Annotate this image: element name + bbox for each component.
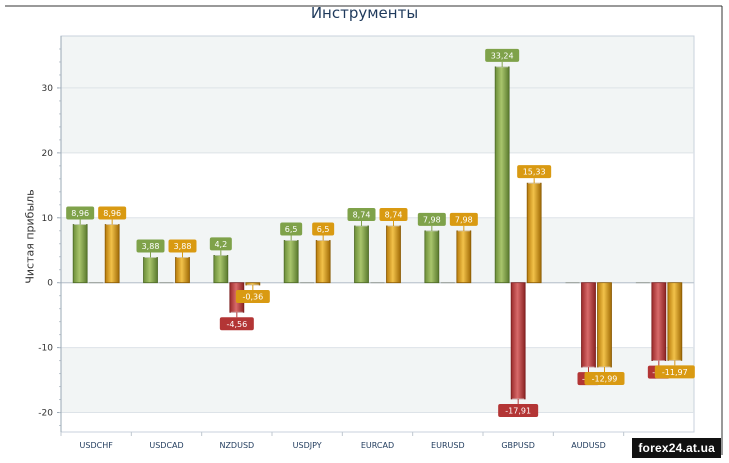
bar <box>143 257 158 284</box>
data-label-box <box>235 290 270 304</box>
x-tick-label: EURUSD <box>431 441 465 450</box>
data-label: 3,88 <box>142 242 160 251</box>
data-label: 8,74 <box>353 210 371 219</box>
x-tick-label: GBPUSD <box>501 441 535 450</box>
data-label-box <box>485 48 520 62</box>
bar <box>175 257 190 284</box>
data-label-box <box>584 372 625 386</box>
bar <box>597 282 612 368</box>
data-label-box <box>280 222 303 236</box>
data-label-box <box>98 206 127 220</box>
data-label: 4,2 <box>214 240 227 249</box>
bar <box>424 230 440 284</box>
data-label-box <box>66 206 95 220</box>
y-tick-label: 10 <box>42 214 54 224</box>
plot-band <box>61 87 694 153</box>
y-tick-label: 0 <box>47 279 53 289</box>
x-tick-label: EURCAD <box>361 441 394 450</box>
bar <box>213 255 229 284</box>
data-label-box <box>347 207 376 221</box>
data-label-box <box>654 365 695 379</box>
bar <box>667 282 683 361</box>
data-label-box <box>168 239 197 253</box>
x-tick-label: USDCHF <box>80 441 114 450</box>
data-label-box <box>449 212 478 226</box>
data-label: 33,24 <box>491 51 514 60</box>
bar <box>456 230 472 284</box>
plot-band <box>61 36 694 88</box>
data-label: -0,36 <box>242 293 263 302</box>
data-label-box <box>517 165 552 179</box>
y-tick-label: -10 <box>38 344 53 354</box>
data-label: 7,98 <box>455 215 473 224</box>
x-tick-label: USDJPY <box>293 441 322 450</box>
x-tick-label: NZDUSD <box>219 441 254 450</box>
data-label: 8,74 <box>385 210 403 219</box>
chart-title: Инструменты <box>310 4 419 22</box>
data-label-box <box>498 403 539 417</box>
data-label: -17,91 <box>505 406 531 415</box>
data-label-box <box>136 239 165 253</box>
data-label: -12,99 <box>592 375 618 384</box>
data-label: 8,96 <box>71 209 89 218</box>
x-tick-label: USDCAD <box>149 441 183 450</box>
data-label-box <box>417 212 446 226</box>
y-tick-label: 30 <box>42 84 54 94</box>
data-label: 7,98 <box>423 215 441 224</box>
data-label: -11,97 <box>662 368 688 377</box>
data-label: 6,5 <box>285 225 298 234</box>
data-label-box <box>219 317 254 331</box>
watermark: forex24.at.ua <box>632 438 721 458</box>
data-label: 6,5 <box>317 225 330 234</box>
data-label: -4,56 <box>226 320 247 329</box>
data-label-box <box>209 237 232 251</box>
data-label-box <box>312 222 335 236</box>
data-label-box <box>379 207 408 221</box>
bar <box>72 224 88 284</box>
plot-band <box>61 217 694 283</box>
bar <box>494 66 510 284</box>
bar <box>315 240 331 284</box>
bar <box>651 282 667 361</box>
data-label: 3,88 <box>174 242 192 251</box>
bar <box>104 224 120 284</box>
bar <box>526 182 542 284</box>
bar <box>354 225 369 284</box>
y-tick-label: -20 <box>38 409 53 419</box>
data-label: 15,33 <box>523 168 546 177</box>
bar <box>510 282 526 400</box>
bar <box>386 225 401 284</box>
data-label: 8,96 <box>103 209 121 218</box>
bar <box>581 282 596 368</box>
y-tick-label: 20 <box>42 149 54 159</box>
x-tick-label: AUDUSD <box>571 441 606 450</box>
bar <box>283 240 299 284</box>
